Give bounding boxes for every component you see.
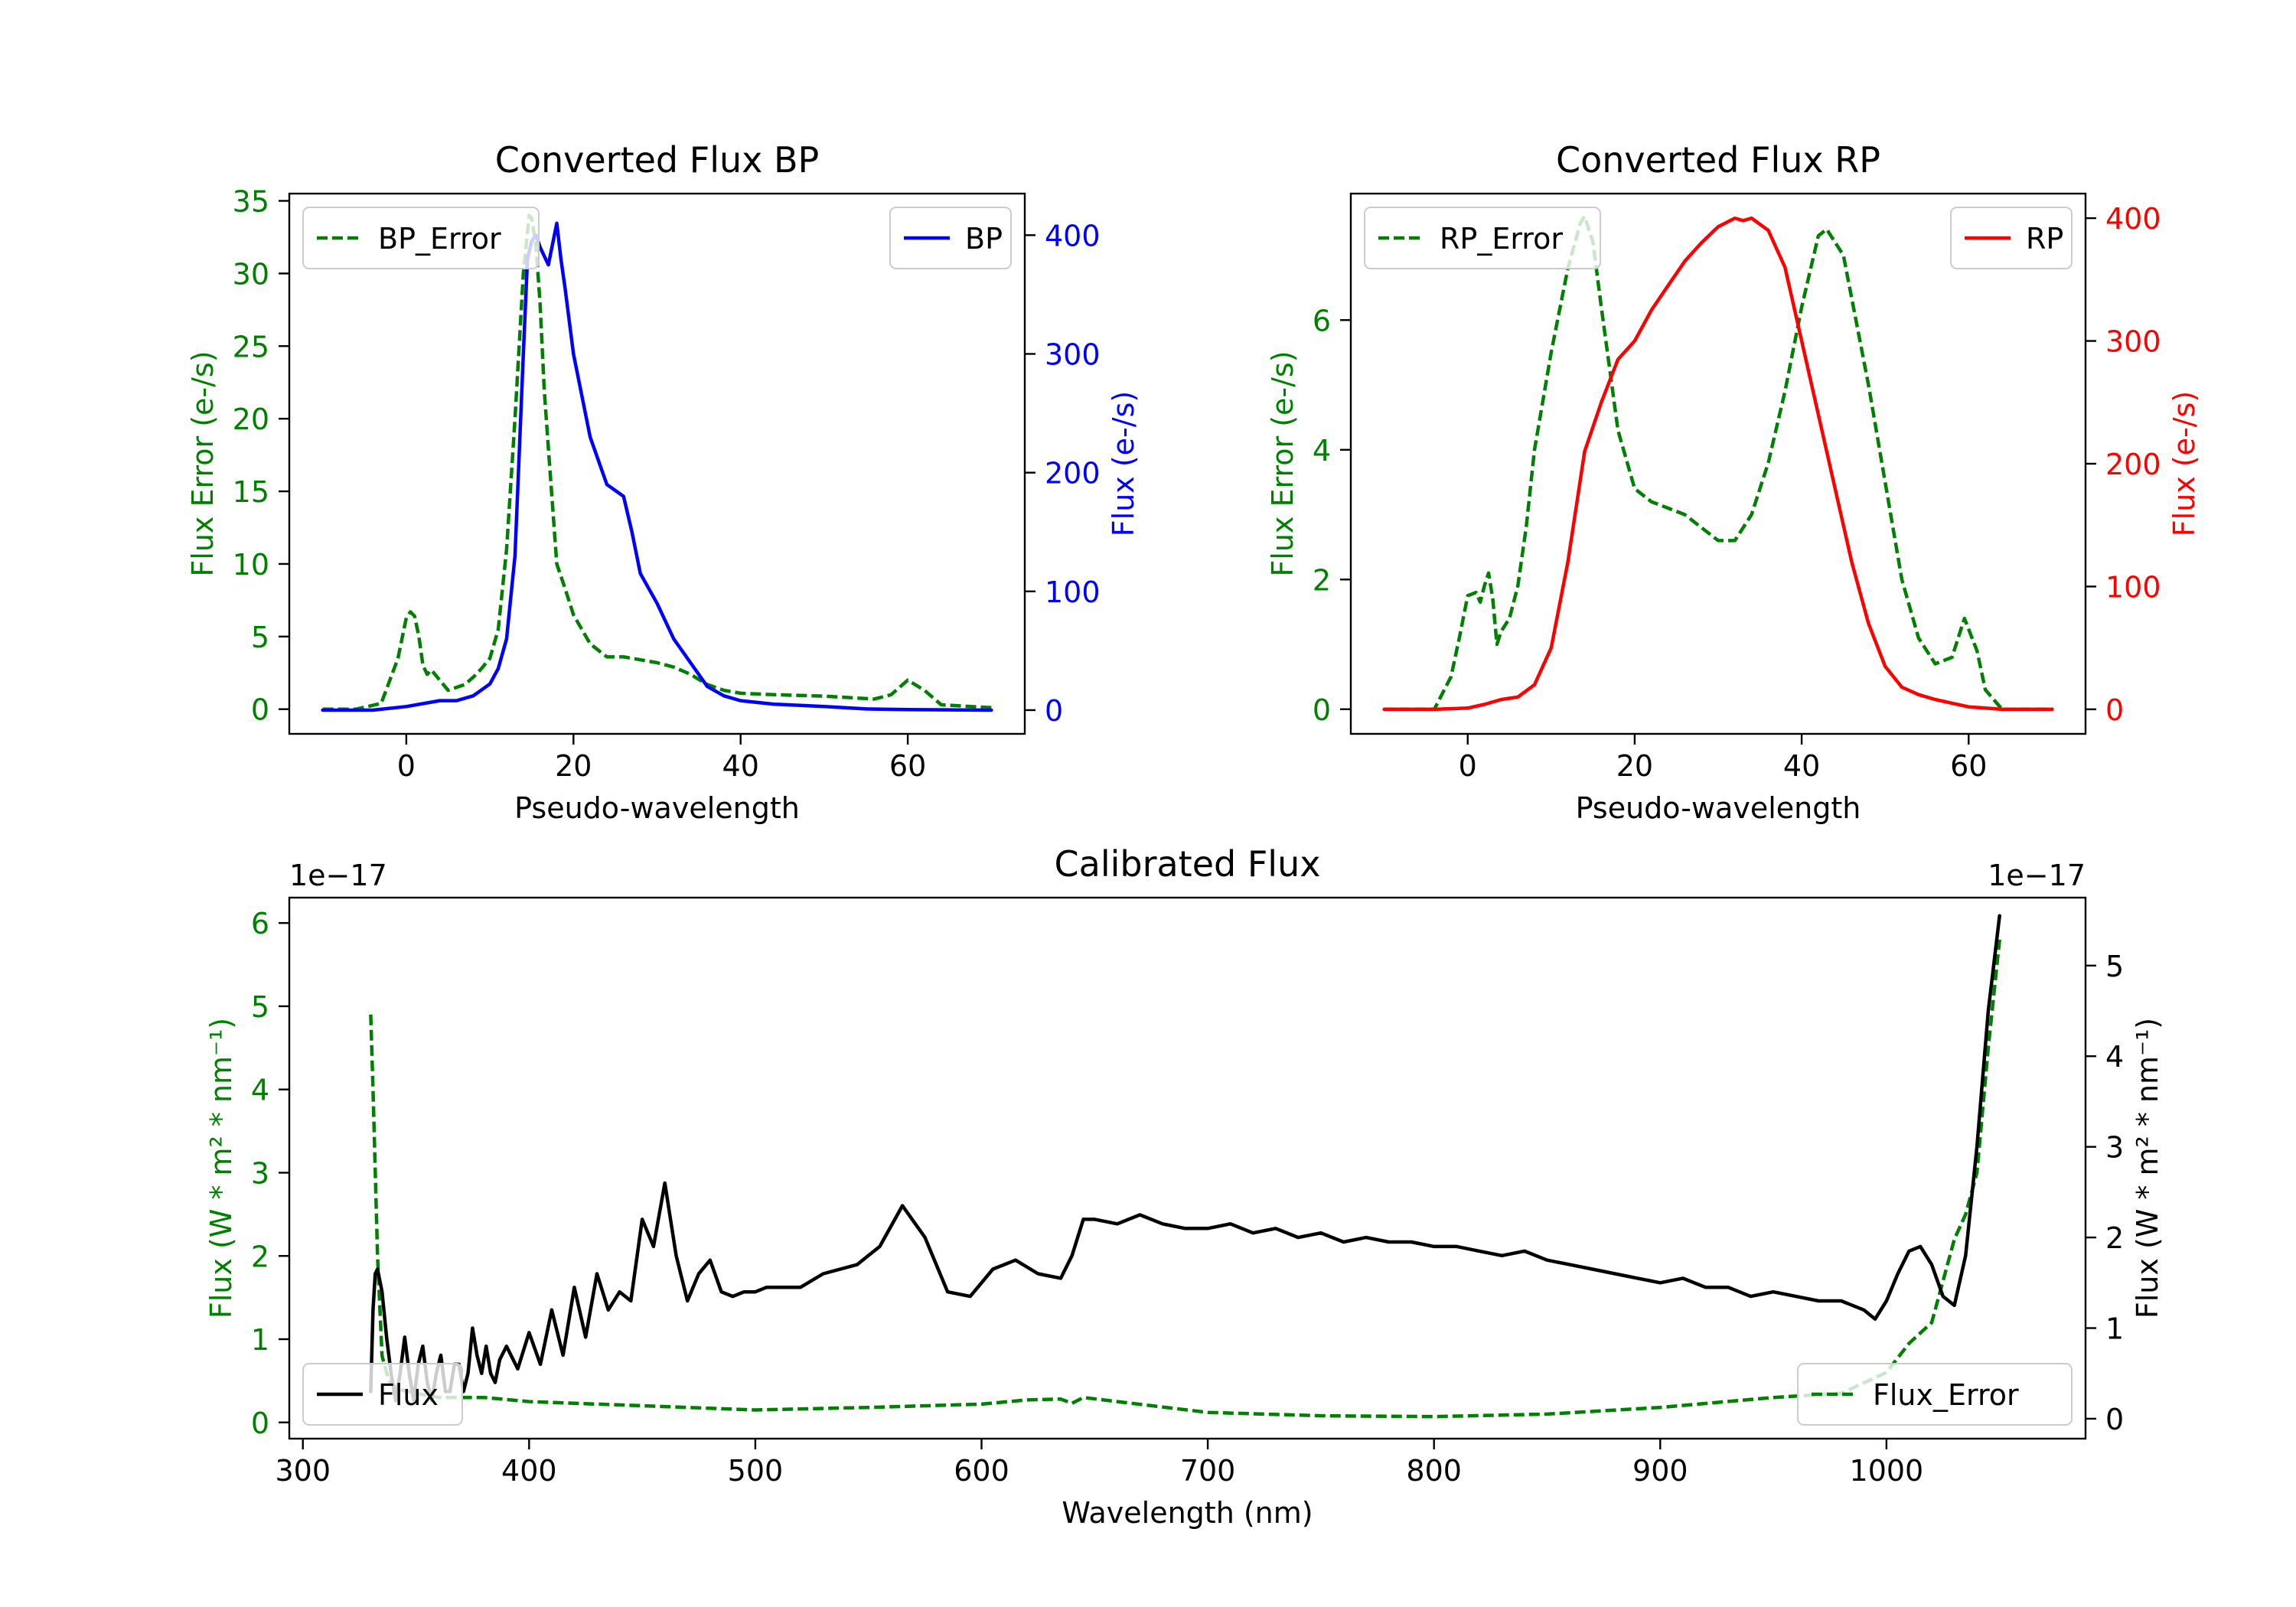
right-y-tick-label: 0 bbox=[2105, 693, 2124, 727]
x-tick-label: 500 bbox=[728, 1454, 784, 1488]
series-line-bp bbox=[321, 221, 993, 712]
left-y-tick-label: 2 bbox=[1313, 563, 1331, 597]
legend-rp-error: RP_Error bbox=[1364, 207, 1601, 269]
right-y-tick-label: 0 bbox=[1045, 694, 1063, 728]
right-y-tick-label: 3 bbox=[2105, 1131, 2124, 1165]
bp-flux-panel: 0 20 40 60 0 5 10 15 20 25 30 35 0 100 200 300 400 Flux E… bbox=[186, 139, 1140, 825]
legend-box bbox=[302, 1363, 463, 1426]
right-y-tick-label: 300 bbox=[2105, 325, 2161, 359]
legend-bp-error: BP_Error bbox=[302, 207, 540, 269]
right-y-axis-label: Flux (e-/s) bbox=[2167, 391, 2201, 536]
left-y-tick-label: 5 bbox=[251, 990, 269, 1024]
x-tick-label: 700 bbox=[1180, 1454, 1236, 1488]
left-y-tick-label: 0 bbox=[1313, 693, 1331, 727]
legend-label: Flux bbox=[378, 1378, 439, 1412]
right-y-axis-label: Flux (W * m² * nm⁻¹) bbox=[2131, 1018, 2164, 1319]
right-y-tick-label: 300 bbox=[1045, 337, 1101, 371]
x-tick-label: 40 bbox=[722, 749, 759, 783]
legend-box bbox=[889, 207, 1012, 269]
x-tick-label: 40 bbox=[1783, 749, 1820, 783]
right-y-tick-label: 0 bbox=[2105, 1403, 2124, 1436]
legend-label: RP bbox=[2026, 222, 2063, 256]
left-y-axis-label: Flux Error (e-/s) bbox=[186, 350, 220, 576]
calibrated-flux-panel: 300 400 500 600 700 800 900 1000 0 1 2 3 4 5 6 0 1 2 3 4 5 Fl… bbox=[204, 843, 2164, 1530]
left-y-tick-label: 5 bbox=[251, 621, 269, 654]
left-y-tick-label: 6 bbox=[251, 907, 269, 940]
left-y-tick-label: 4 bbox=[251, 1074, 269, 1107]
x-axis-label: Wavelength (nm) bbox=[1062, 1496, 1313, 1530]
x-axis-label: Pseudo-wavelength bbox=[514, 791, 800, 825]
left-y-tick-label: 30 bbox=[233, 257, 269, 291]
legend-box bbox=[1364, 207, 1601, 269]
left-axis-offset-text: 1e−17 bbox=[289, 859, 387, 892]
left-y-tick-label: 20 bbox=[233, 403, 269, 436]
legend-label: Flux_Error bbox=[1873, 1378, 2019, 1412]
plot-frame bbox=[288, 896, 2087, 1440]
right-y-tick-label: 200 bbox=[2105, 448, 2161, 481]
legend-label: BP_Error bbox=[378, 222, 501, 256]
plot-frame bbox=[288, 192, 1026, 735]
left-y-axis-label: Flux (W * m² * nm⁻¹) bbox=[204, 1018, 238, 1319]
x-axis-label: Pseudo-wavelength bbox=[1576, 791, 1861, 825]
chart-title: Converted Flux BP bbox=[495, 139, 820, 181]
chart-title: Converted Flux RP bbox=[1556, 139, 1880, 181]
left-y-tick-label: 35 bbox=[233, 184, 269, 218]
right-y-tick-label: 5 bbox=[2105, 950, 2124, 983]
right-y-tick-label: 1 bbox=[2105, 1312, 2124, 1346]
left-y-tick-label: 1 bbox=[251, 1323, 269, 1357]
legend-box bbox=[1950, 207, 2073, 269]
chart-title: Calibrated Flux bbox=[1055, 843, 1321, 885]
right-y-tick-label: 100 bbox=[2105, 570, 2161, 604]
legend-bp: BP bbox=[889, 207, 1012, 269]
left-y-tick-label: 15 bbox=[233, 475, 269, 509]
x-tick-label: 300 bbox=[275, 1454, 331, 1488]
x-tick-label: 20 bbox=[555, 749, 592, 783]
x-tick-label: 0 bbox=[1459, 749, 1477, 783]
series-line-rp bbox=[1382, 216, 2054, 712]
left-y-tick-label: 3 bbox=[251, 1156, 269, 1190]
legend-box bbox=[302, 207, 540, 269]
x-tick-label: 400 bbox=[501, 1454, 557, 1488]
right-y-tick-label: 100 bbox=[1045, 575, 1101, 609]
legend-flux: Flux bbox=[302, 1363, 463, 1426]
legend-label: RP_Error bbox=[1440, 222, 1563, 256]
series-line-rp-error bbox=[1384, 214, 2053, 712]
right-y-axis-label: Flux (e-/s) bbox=[1107, 391, 1140, 536]
left-y-tick-label: 10 bbox=[233, 548, 269, 582]
right-y-tick-label: 400 bbox=[1045, 219, 1101, 253]
x-tick-label: 900 bbox=[1632, 1454, 1688, 1488]
right-y-tick-label: 4 bbox=[2105, 1040, 2124, 1074]
left-y-tick-label: 0 bbox=[251, 1407, 269, 1440]
left-y-tick-label: 6 bbox=[1313, 304, 1331, 337]
right-y-tick-label: 400 bbox=[2105, 202, 2161, 236]
x-tick-label: 20 bbox=[1616, 749, 1653, 783]
left-y-tick-label: 4 bbox=[1313, 434, 1331, 468]
x-tick-label: 60 bbox=[889, 749, 926, 783]
x-tick-label: 600 bbox=[954, 1454, 1009, 1488]
left-y-tick-label: 2 bbox=[251, 1240, 269, 1273]
legend-box bbox=[1797, 1363, 2073, 1426]
right-axis-offset-text: 1e−17 bbox=[1988, 859, 2086, 892]
right-y-tick-label: 200 bbox=[1045, 457, 1101, 491]
left-y-tick-label: 25 bbox=[233, 330, 269, 363]
right-y-tick-label: 2 bbox=[2105, 1221, 2124, 1255]
legend-rp: RP bbox=[1950, 207, 2073, 269]
legend-flux-error: Flux_Error bbox=[1797, 1363, 2073, 1426]
x-tick-label: 1000 bbox=[1850, 1454, 1924, 1488]
x-tick-label: 60 bbox=[1950, 749, 1987, 783]
x-tick-label: 0 bbox=[397, 749, 416, 783]
left-y-tick-label: 0 bbox=[251, 693, 269, 727]
left-y-axis-label: Flux Error (e-/s) bbox=[1266, 350, 1300, 576]
x-tick-label: 800 bbox=[1406, 1454, 1462, 1488]
legend-label: BP bbox=[965, 222, 1003, 256]
